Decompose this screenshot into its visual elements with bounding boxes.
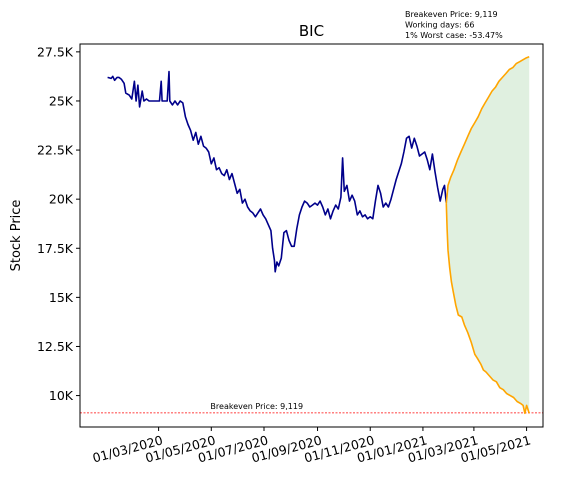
upper-projection-line (445, 56, 530, 204)
info-line: 1% Worst case: -53.47% (405, 31, 503, 40)
history-series-line (107, 70, 448, 273)
info-line: Breakeven Price: 9,119 (405, 10, 498, 19)
projection-band (446, 56, 530, 414)
y-axis: 10K 12.5K 15K 17.5K 20K 22.5K 25K 27.5K (37, 44, 80, 403)
y-axis-label: Stock Price (9, 200, 24, 272)
y-tick-label: 25K (49, 93, 74, 108)
y-tick-label: 20K (49, 192, 74, 207)
x-axis: 01/03/202001/05/202001/07/202001/09/2020… (91, 427, 532, 466)
breakeven-label: Breakeven Price: 9,119 (210, 402, 303, 411)
y-tick-label: 27.5K (37, 44, 74, 59)
chart-title: BIC (299, 22, 324, 40)
info-box: Breakeven Price: 9,119 Working days: 661%… (405, 10, 503, 40)
info-line: Working days: 66 (405, 21, 474, 30)
lower-projection-line (445, 203, 530, 415)
series-layer (107, 56, 530, 415)
plot-area-frame (79, 43, 544, 428)
y-tick-label: 12.5K (37, 339, 74, 354)
y-tick-label: 10K (49, 388, 74, 403)
y-tick-label: 17.5K (37, 241, 74, 256)
y-tick-label: 22.5K (37, 143, 74, 158)
projection-band-layer (446, 56, 530, 414)
y-tick-label: 15K (49, 290, 74, 305)
